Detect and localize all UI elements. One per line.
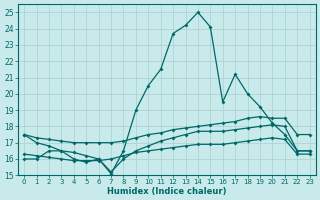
X-axis label: Humidex (Indice chaleur): Humidex (Indice chaleur) [107, 187, 227, 196]
